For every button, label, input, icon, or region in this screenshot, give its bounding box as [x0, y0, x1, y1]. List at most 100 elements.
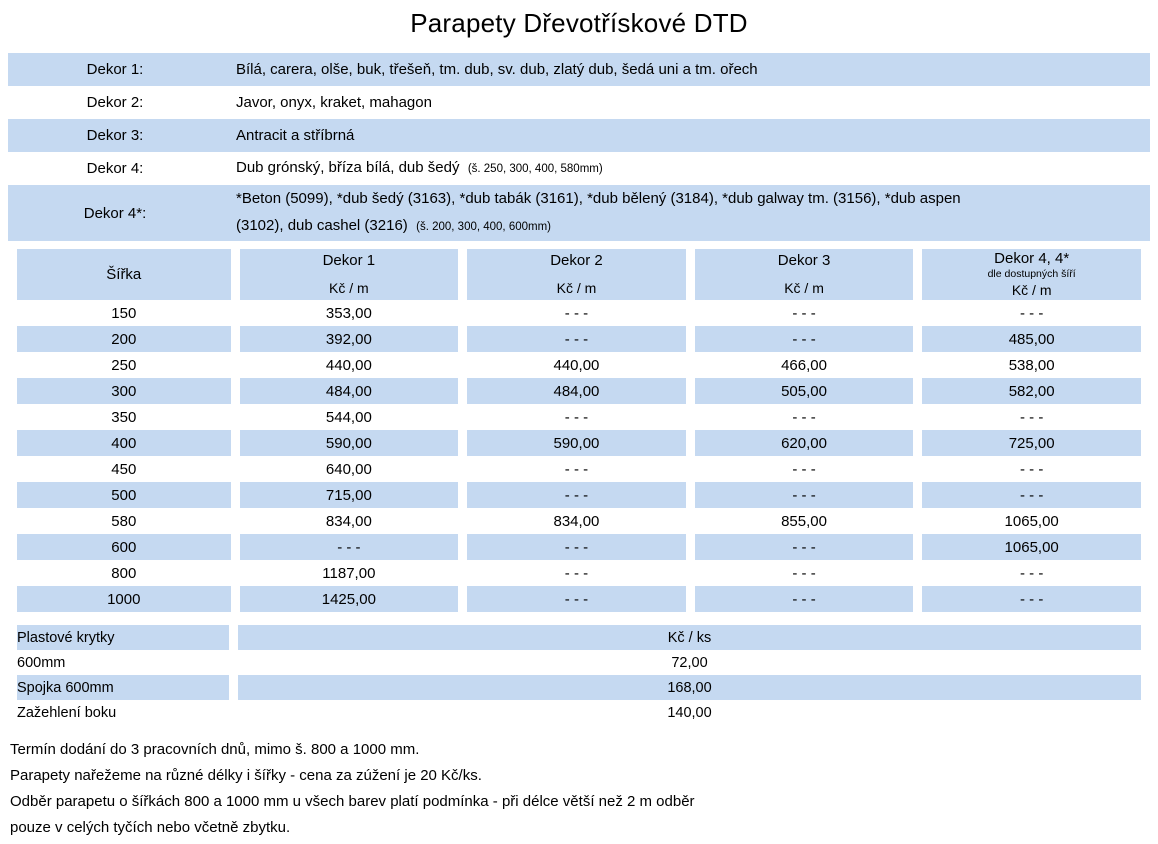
header-dekor-3: Dekor 3 Kč / m — [694, 249, 914, 300]
decor-row-value: Javor, onyx, kraket, mahagon — [228, 89, 1150, 116]
table-row: 250 440,00 440,00 466,00 538,00 — [17, 352, 1141, 378]
cell-dekor-2: - - - — [467, 300, 686, 326]
cell-dekor-1: 590,00 — [239, 430, 459, 456]
cell-dekor-2: - - - — [467, 560, 686, 586]
decor-row-label: Dekor 2: — [86, 94, 144, 111]
accessory-value: 140,00 — [238, 700, 1141, 725]
decor-row-value-line: Javor, onyx, kraket, mahagon — [236, 89, 1150, 116]
cell-width: 580 — [17, 508, 231, 534]
cell-dekor-3: - - - — [694, 482, 914, 508]
cell-dekor-1: 392,00 — [239, 326, 459, 352]
decor-row-value: Antracit a stříbrná — [228, 122, 1150, 149]
decor-value-text: Bílá, carera, olše, buk, třešeň, tm. dub… — [236, 61, 758, 78]
cell-dekor-2: 440,00 — [467, 352, 686, 378]
table-row: 600 - - - - - - - - - 1065,00 — [17, 534, 1141, 560]
note-line: Parapety nařežeme na různé délky i šířky… — [10, 767, 482, 784]
header-spacer — [467, 270, 686, 279]
cell-dekor-4: - - - — [922, 404, 1141, 430]
decor-row: Dekor 4*: *Beton (5099), *dub šedý (3163)… — [8, 185, 1150, 241]
decor-row-label: Dekor 4: — [86, 160, 144, 177]
accessory-label: 600mm — [17, 650, 229, 675]
header-dekor-4-label: Dekor 4, 4* — [994, 250, 1070, 267]
header-spacer — [695, 270, 914, 279]
cell-dekor-1: 484,00 — [239, 378, 459, 404]
decor-row-value-line: Dub grónský, bříza bílá, dub šedý (š. 25… — [236, 154, 1150, 183]
accessory-value: 72,00 — [238, 650, 1141, 675]
table-row: 450 640,00 - - - - - - - - - — [17, 456, 1141, 482]
cell-width: 800 — [17, 560, 231, 586]
accessory-row: 600mm 72,00 — [17, 650, 1141, 675]
cell-width: 200 — [17, 326, 231, 352]
cell-dekor-2: 834,00 — [467, 508, 686, 534]
cell-dekor-3: - - - — [694, 404, 914, 430]
header-dekor-1-unit: Kč / m — [329, 280, 369, 296]
cell-dekor-4: 538,00 — [922, 352, 1141, 378]
note-line: Termín dodání do 3 pracovních dnů, mimo … — [10, 741, 420, 758]
cell-width: 350 — [17, 404, 231, 430]
decor-row-label: Dekor 3: — [86, 127, 144, 144]
decor-row: Dekor 1: Bílá, carera, olše, buk, třešeň,… — [8, 53, 1150, 86]
header-dekor-3-label: Dekor 3 — [777, 252, 831, 269]
header-row: Šířka Dekor 1 Kč / m Dekor 2 Kč / m Deko… — [17, 249, 1141, 300]
cell-dekor-4: - - - — [922, 456, 1141, 482]
accessory-row: Zažehlení boku 140,00 — [17, 700, 1141, 725]
accessory-label: Spojka 600mm — [17, 675, 229, 700]
price-table-header: Šířka Dekor 1 Kč / m Dekor 2 Kč / m Deko… — [17, 249, 1141, 300]
decor-legend: Dekor 1: Bílá, carera, olše, buk, třešeň,… — [8, 53, 1150, 241]
header-dekor-1-label: Dekor 1 — [322, 252, 376, 269]
note-line: pouze v celých tyčích nebo včetně zbytku… — [10, 819, 291, 836]
price-table-body: 150 353,00- - -- - -- - -200 392,00- - -- … — [17, 300, 1141, 612]
accessory-value: Kč / ks — [238, 625, 1141, 650]
cell-dekor-2: - - - — [467, 326, 686, 352]
header-dekor-3-unit: Kč / m — [784, 280, 824, 296]
cell-width: 600 — [17, 534, 231, 560]
header-dekor-2-label: Dekor 2 — [550, 252, 603, 269]
cell-dekor-3: - - - — [694, 326, 914, 352]
note-line: Odběr parapetu o šířkách 800 a 1000 mm u… — [10, 793, 695, 810]
decor-row-label: Dekor 1: — [86, 61, 144, 78]
decor-value-text: Antracit a stříbrná — [236, 127, 355, 144]
cell-dekor-3: - - - — [694, 560, 914, 586]
decor-row: Dekor 2: Javor, onyx, kraket, mahagon — [8, 86, 1150, 119]
cell-dekor-1: 1187,00 — [239, 560, 459, 586]
header-dekor-4-unit: Kč / m — [1011, 282, 1052, 298]
accessory-label: Plastové krytky — [17, 625, 229, 650]
cell-width: 300 — [17, 378, 231, 404]
cell-dekor-3: - - - — [694, 534, 914, 560]
decor-row-value: Dub grónský, bříza bílá, dub šedý (š. 25… — [228, 154, 1150, 183]
footer-notes: Termín dodání do 3 pracovních dnů, mimo … — [10, 737, 1130, 841]
decor-value-text: (3102), dub cashel (3216) — [236, 217, 408, 234]
cell-dekor-4: - - - — [922, 586, 1141, 612]
table-row: 200 392,00 - - - - - - 485,00 — [17, 326, 1141, 352]
cell-dekor-1: 1425,00 — [239, 586, 459, 612]
cell-width: 250 — [17, 352, 231, 378]
header-dekor-2-unit: Kč / m — [556, 280, 597, 296]
cell-dekor-3: - - - — [694, 300, 914, 326]
accessory-value: 168,00 — [238, 675, 1141, 700]
cell-dekor-1: 353,00 — [239, 300, 459, 326]
cell-dekor-4: 582,00 — [922, 378, 1141, 404]
decor-value-text: Javor, onyx, kraket, mahagon — [236, 94, 432, 111]
table-row: 1000 1425,00 - - - - - - - - - — [17, 586, 1141, 612]
decor-row: Dekor 3: Antracit a stříbrná — [8, 119, 1150, 152]
cell-dekor-4: 485,00 — [922, 326, 1141, 352]
cell-width: 500 — [17, 482, 231, 508]
cell-dekor-4: 1065,00 — [922, 534, 1141, 560]
decor-row: Dekor 4: Dub grónský, bříza bílá, dub šed… — [8, 152, 1150, 185]
decor-row-value-line: (3102), dub cashel (3216) (š. 200, 300, … — [236, 212, 1150, 241]
table-row: 800 1187,00 - - - - - - - - - — [17, 560, 1141, 586]
accessory-row: Spojka 600mm 168,00 — [17, 675, 1141, 700]
header-dekor-4-sub: dle dostupných šíří — [987, 268, 1076, 280]
cell-width: 1000 — [17, 586, 231, 612]
cell-dekor-2: - - - — [467, 534, 686, 560]
cell-dekor-2: - - - — [467, 404, 686, 430]
table-row: 350 544,00 - - - - - - - - - — [17, 404, 1141, 430]
cell-dekor-4: 725,00 — [922, 430, 1141, 456]
cell-dekor-4: - - - — [922, 300, 1141, 326]
decor-value-note: (š. 200, 300, 400, 600mm) — [416, 221, 552, 233]
header-dekor-2: Dekor 2 Kč / m — [467, 249, 686, 300]
cell-dekor-1: 440,00 — [239, 352, 459, 378]
header-dekor-4: Dekor 4, 4* dle dostupných šíří Kč / m — [922, 249, 1141, 300]
decor-row-value: *Beton (5099), *dub šedý (3163), *dub ta… — [228, 185, 1150, 241]
cell-dekor-3: 620,00 — [694, 430, 914, 456]
